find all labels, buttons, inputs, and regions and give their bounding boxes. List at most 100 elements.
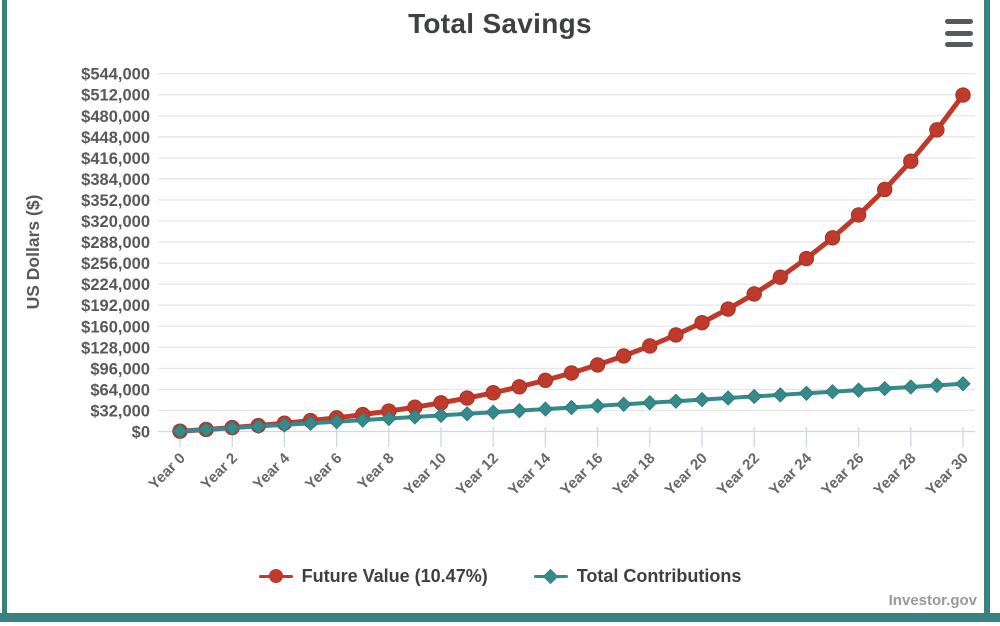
y-tick-label: $448,000	[81, 129, 150, 147]
data-point-diamond	[302, 415, 319, 431]
x-tick-label: Year 10	[401, 450, 450, 499]
y-tick-label: $192,000	[81, 297, 150, 315]
data-point-circle	[511, 379, 527, 395]
legend-label-future-value: Future Value (10.47%)	[301, 565, 488, 586]
data-point-diamond	[485, 404, 501, 420]
data-point-circle	[642, 338, 658, 354]
series-total-contributions[interactable]	[172, 376, 971, 439]
x-tick-label: Year 16	[557, 450, 606, 499]
data-point-diamond	[824, 383, 841, 400]
y-tick-label: $384,000	[81, 171, 150, 189]
investor-gov-watermark: Investor.gov	[888, 592, 977, 609]
x-tick-label: Year 26	[818, 450, 867, 499]
data-point-diamond	[328, 413, 345, 430]
data-point-circle	[563, 365, 580, 381]
data-point-diamond	[224, 420, 240, 436]
data-point-diamond	[433, 407, 449, 424]
y-tick-label: $416,000	[81, 150, 150, 168]
data-point-diamond	[746, 388, 762, 405]
y-tick-label: $320,000	[81, 213, 150, 231]
data-point-circle	[824, 230, 841, 246]
data-point-diamond	[955, 376, 971, 392]
data-point-circle	[459, 390, 475, 406]
future-value-marker-icon	[258, 568, 293, 584]
legend-item-future-value[interactable]: Future Value (10.47%)	[258, 565, 488, 587]
y-tick-label: $0	[132, 424, 150, 442]
hamburger-menu-icon[interactable]	[945, 19, 973, 47]
data-point-circle	[746, 286, 762, 302]
data-point-circle	[589, 357, 606, 373]
y-tick-label: $352,000	[81, 192, 150, 210]
data-point-diamond	[563, 399, 580, 416]
data-point-diamond	[537, 401, 554, 417]
data-point-diamond	[720, 390, 736, 406]
y-tick-label: $512,000	[81, 87, 150, 105]
data-point-diamond	[381, 410, 397, 427]
data-point-diamond	[589, 398, 606, 414]
x-tick-label: Year 12	[453, 450, 502, 499]
x-tick-label: Year 30	[923, 450, 972, 499]
data-point-circle	[929, 122, 945, 138]
data-point-circle	[537, 372, 554, 388]
data-point-circle	[798, 250, 815, 267]
data-point-diamond	[615, 396, 632, 413]
data-point-diamond	[850, 382, 867, 398]
data-point-diamond	[642, 395, 658, 411]
data-point-circle	[668, 327, 684, 343]
data-point-circle	[903, 153, 919, 169]
data-point-diamond	[668, 393, 684, 409]
x-tick-label: Year 28	[870, 450, 919, 499]
y-tick-label: $96,000	[90, 360, 150, 378]
data-point-circle	[694, 314, 710, 331]
data-point-circle	[955, 87, 971, 103]
data-point-diamond	[694, 391, 710, 408]
y-tick-label: $480,000	[81, 108, 150, 126]
x-tick-label: Year 4	[250, 449, 294, 493]
y-tick-label: $128,000	[81, 339, 150, 357]
y-tick-label: $288,000	[81, 234, 150, 252]
data-point-diamond	[354, 412, 371, 428]
chart-legend: Future Value (10.47%) Total Contribution…	[0, 560, 1000, 592]
x-tick-label: Year 24	[766, 449, 816, 499]
chart-title: Total Savings	[408, 8, 592, 39]
data-point-diamond	[511, 402, 528, 419]
x-tick-label: Year 8	[354, 450, 397, 493]
data-point-diamond	[172, 423, 188, 439]
data-point-diamond	[198, 421, 214, 438]
y-tick-label: $224,000	[81, 276, 150, 294]
data-point-diamond	[772, 387, 789, 403]
x-axis-labels: Year 0 Year 2 Year 4 Year 6 Year 8 Year 10 Yea…	[146, 449, 972, 499]
x-tick-label: Year 0	[146, 450, 189, 493]
hamburger-bar	[945, 42, 973, 47]
x-tick-label: Year 14	[505, 449, 555, 499]
y-tick-label: $256,000	[81, 255, 150, 273]
hamburger-bar	[945, 19, 973, 24]
data-point-circle	[485, 385, 501, 401]
legend-item-total-contributions[interactable]: Total Contributions	[533, 565, 742, 587]
gridlines	[158, 73, 975, 433]
x-tick-label: Year 18	[609, 450, 658, 499]
x-tick-label: Year 22	[714, 450, 763, 499]
data-point-circle	[616, 348, 632, 364]
data-point-diamond	[250, 418, 267, 435]
x-tick-label: Year 20	[662, 450, 711, 499]
x-tick-label: Year 2	[198, 450, 241, 493]
data-point-diamond	[876, 380, 893, 397]
total-contributions-marker-icon	[533, 568, 568, 584]
x-tick-label: Year 6	[302, 450, 345, 493]
hamburger-bar	[945, 30, 973, 36]
frame-border-left	[2, 0, 7, 614]
data-point-diamond	[459, 406, 475, 422]
data-point-circle	[772, 269, 788, 285]
y-tick-label: $160,000	[81, 318, 150, 336]
data-point-diamond	[276, 417, 293, 433]
y-axis-title: US Dollars ($)	[23, 195, 43, 310]
x-axis-ticks	[179, 427, 964, 447]
data-point-circle	[850, 207, 867, 223]
data-point-diamond	[798, 385, 815, 401]
data-point-diamond	[929, 377, 945, 394]
legend-label-total-contributions: Total Contributions	[576, 565, 742, 586]
frame-border-bottom	[0, 613, 1000, 622]
data-point-circle	[877, 181, 893, 198]
